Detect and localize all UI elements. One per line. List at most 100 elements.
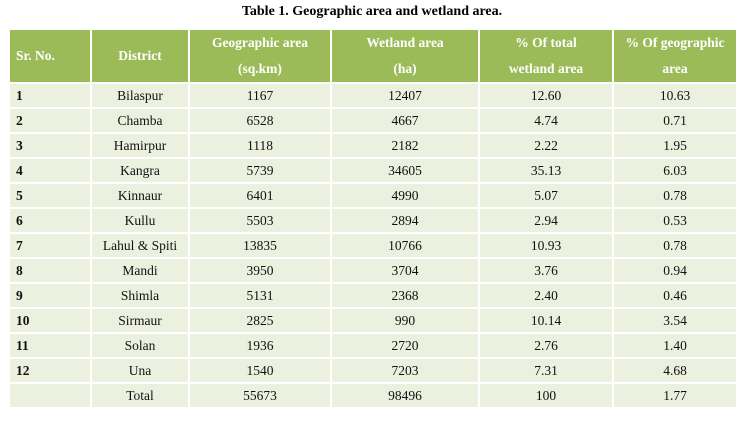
total-cell: 98496 xyxy=(330,382,480,409)
table-cell: 1167 xyxy=(188,82,332,109)
table-cell: 990 xyxy=(330,307,480,334)
table-cell: Kinnaur xyxy=(90,182,190,209)
table-row: 9 Shimla 5131 2368 2.40 0.46 xyxy=(8,282,738,309)
table-cell: Chamba xyxy=(90,107,190,134)
table-cell: 6.03 xyxy=(612,157,738,184)
header-cell: % Of total wetland area xyxy=(478,28,614,84)
table-cell: Shimla xyxy=(90,282,190,309)
table-cell: 2.40 xyxy=(478,282,614,309)
table-cell: 1.40 xyxy=(612,332,738,359)
total-cell: 55673 xyxy=(188,382,332,409)
table-cell: 4.74 xyxy=(478,107,614,134)
table-cell: 8 xyxy=(8,257,92,284)
table-cell: 5739 xyxy=(188,157,332,184)
table-cell: 7 xyxy=(8,232,92,259)
header-text: (sq.km) xyxy=(238,61,282,76)
table-row: 11 Solan 1936 2720 2.76 1.40 xyxy=(8,332,738,359)
table-cell: Bilaspur xyxy=(90,82,190,109)
table-cell: 5.07 xyxy=(478,182,614,209)
table-cell: 5503 xyxy=(188,207,332,234)
table-cell: Solan xyxy=(90,332,190,359)
table-cell: 4 xyxy=(8,157,92,184)
table-row: 2 Chamba 6528 4667 4.74 0.71 xyxy=(8,107,738,134)
table-cell: Sirmaur xyxy=(90,307,190,334)
table-cell: 34605 xyxy=(330,157,480,184)
table-cell: 3.54 xyxy=(612,307,738,334)
table-cell: 0.46 xyxy=(612,282,738,309)
table-row: 10 Sirmaur 2825 990 10.14 3.54 xyxy=(8,307,738,334)
table-cell: 35.13 xyxy=(478,157,614,184)
table-cell xyxy=(8,382,92,409)
header-cell: District xyxy=(90,28,190,84)
header-cell: % Of geographic area xyxy=(612,28,738,84)
header-text: Sr. No. xyxy=(16,48,55,63)
table-cell: 10 xyxy=(8,307,92,334)
table-cell: Lahul & Spiti xyxy=(90,232,190,259)
table-cell: 4990 xyxy=(330,182,480,209)
table-cell: 0.71 xyxy=(612,107,738,134)
table-cell: 10766 xyxy=(330,232,480,259)
table-cell: Hamirpur xyxy=(90,132,190,159)
table-cell: 2720 xyxy=(330,332,480,359)
header-text: District xyxy=(118,48,162,63)
total-label: Total xyxy=(90,382,190,409)
total-cell: 100 xyxy=(478,382,614,409)
table-cell: 2.22 xyxy=(478,132,614,159)
table-cell: 1.95 xyxy=(612,132,738,159)
header-text: % Of total xyxy=(515,35,577,50)
table-cell: 10.93 xyxy=(478,232,614,259)
table-cell: 3950 xyxy=(188,257,332,284)
table-cell: 6528 xyxy=(188,107,332,134)
header-text: Wetland area xyxy=(366,35,444,50)
table-cell: 11 xyxy=(8,332,92,359)
table-cell: 10.14 xyxy=(478,307,614,334)
table-cell: 1 xyxy=(8,82,92,109)
table-cell: 13835 xyxy=(188,232,332,259)
table-cell: 2825 xyxy=(188,307,332,334)
table-cell: 5131 xyxy=(188,282,332,309)
table-cell: Una xyxy=(90,357,190,384)
table-cell: 7.31 xyxy=(478,357,614,384)
table-cell: 0.53 xyxy=(612,207,738,234)
table-cell: 5 xyxy=(8,182,92,209)
table-cell: Kullu xyxy=(90,207,190,234)
table-cell: 6 xyxy=(8,207,92,234)
table-cell: 9 xyxy=(8,282,92,309)
header-cell: Sr. No. xyxy=(8,28,92,84)
table-row: 4 Kangra 5739 34605 35.13 6.03 xyxy=(8,157,738,184)
table-cell: 0.94 xyxy=(612,257,738,284)
table-cell: 2.94 xyxy=(478,207,614,234)
table-cell: Mandi xyxy=(90,257,190,284)
header-text: (ha) xyxy=(393,61,417,76)
header-cell: Wetland area (ha) xyxy=(330,28,480,84)
table-cell: 2 xyxy=(8,107,92,134)
table-cell: 12 xyxy=(8,357,92,384)
total-row: Total 55673 98496 100 1.77 xyxy=(8,382,738,409)
table-cell: 2894 xyxy=(330,207,480,234)
table-cell: 6401 xyxy=(188,182,332,209)
table-title: Table 1. Geographic area and wetland are… xyxy=(241,4,503,19)
table-cell: 3.76 xyxy=(478,257,614,284)
data-table: Sr. No. District Geographic area (sq.km) Wet… xyxy=(8,28,738,409)
table-cell: 1118 xyxy=(188,132,332,159)
table-cell: 12407 xyxy=(330,82,480,109)
header-text: % Of geographic xyxy=(625,35,725,50)
table-cell: 4.68 xyxy=(612,357,738,384)
table-cell: 2.76 xyxy=(478,332,614,359)
table-cell: 0.78 xyxy=(612,232,738,259)
table-cell: Kangra xyxy=(90,157,190,184)
table-cell: 2182 xyxy=(330,132,480,159)
header-cell: Geographic area (sq.km) xyxy=(188,28,332,84)
table-cell: 0.78 xyxy=(612,182,738,209)
table-cell: 3704 xyxy=(330,257,480,284)
table-row: 5 Kinnaur 6401 4990 5.07 0.78 xyxy=(8,182,738,209)
table-row: 1 Bilaspur 1167 12407 12.60 10.63 xyxy=(8,82,738,109)
header-row: Sr. No. District Geographic area (sq.km) Wet… xyxy=(8,28,738,84)
table-row: 8 Mandi 3950 3704 3.76 0.94 xyxy=(8,257,738,284)
total-cell: 1.77 xyxy=(612,382,738,409)
header-text: area xyxy=(662,61,688,76)
table-cell: 2368 xyxy=(330,282,480,309)
table-row: 7 Lahul & Spiti 13835 10766 10.93 0.78 xyxy=(8,232,738,259)
table-cell: 7203 xyxy=(330,357,480,384)
